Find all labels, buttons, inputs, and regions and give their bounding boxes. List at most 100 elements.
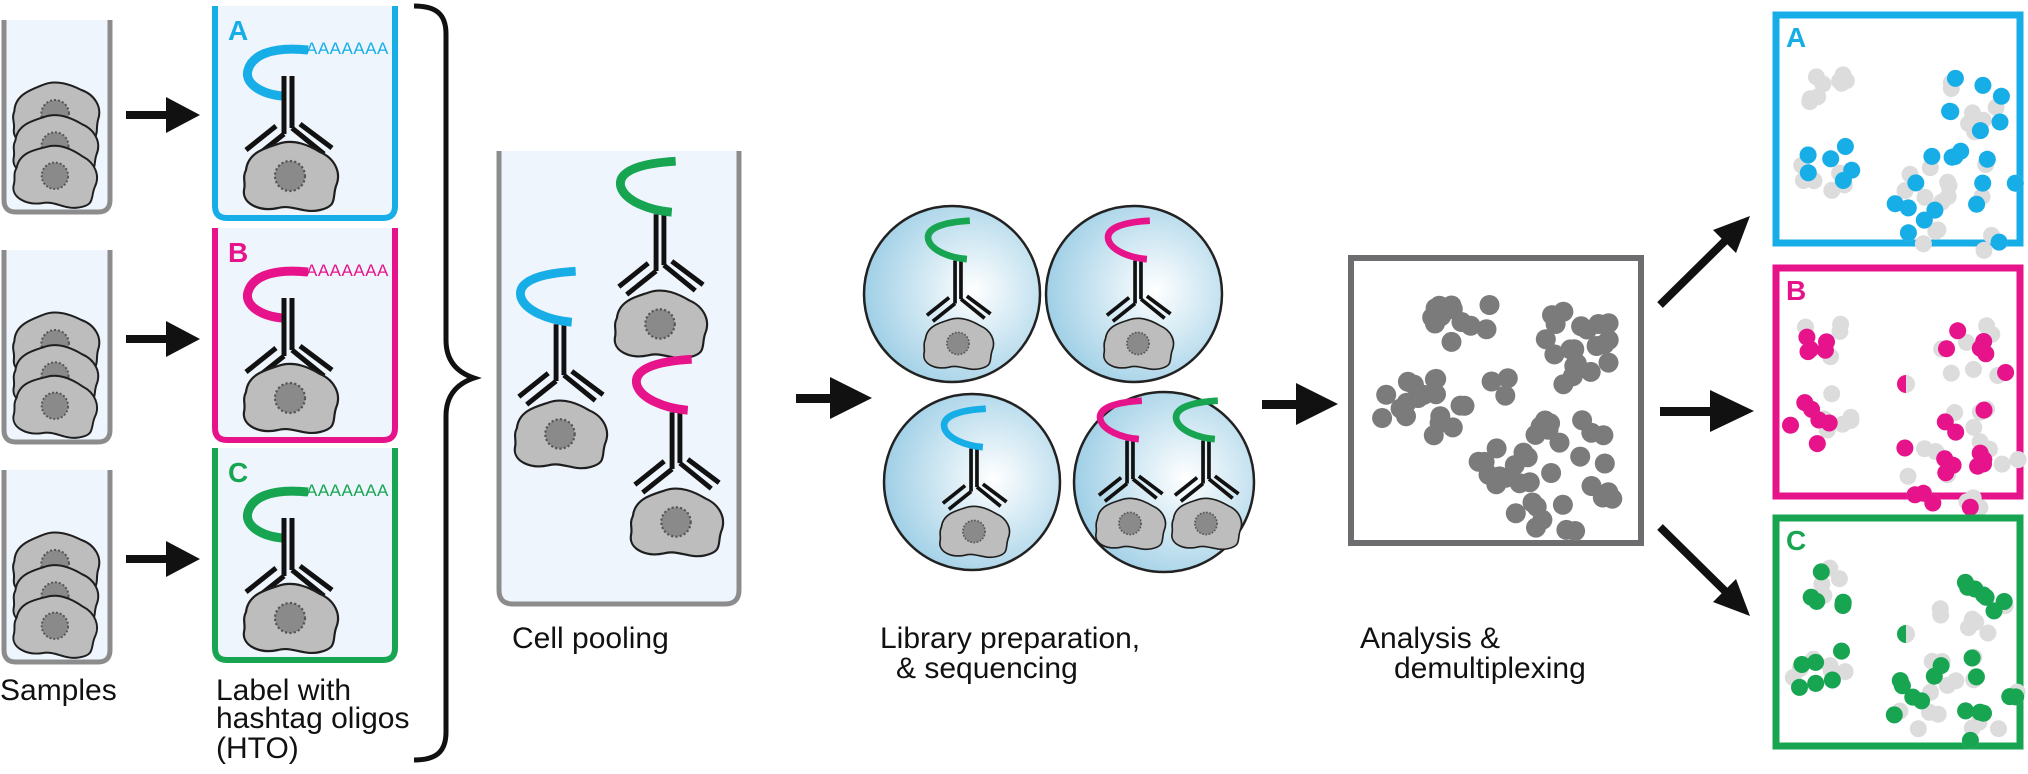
label-step-line2: hashtag oligos [216,702,409,735]
cell-dot [1929,221,1947,239]
result-panel-a: A [1772,11,2024,259]
cell-dot [1836,663,1854,681]
labeled-cell [513,266,609,470]
highlighted-cell-dot [1974,174,1992,192]
arrow-to-result-c-icon [1657,524,1750,616]
cell-dot [1914,235,1932,253]
highlighted-cell-dot [1974,76,1992,94]
arrow-right-icon [126,541,200,577]
samples-label: Samples [0,674,117,707]
highlighted-cell-dot [1995,593,2013,610]
cell-dot [1965,360,1982,378]
cell-dot [1842,408,1860,426]
highlighted-cell-dot [1971,339,1989,357]
highlighted-cell-dot [1947,423,1965,441]
cell-dot [1376,384,1397,405]
highlighted-cell-dot [1812,563,1830,581]
cell-dot [1526,496,1547,517]
cell-dot [1963,610,1981,628]
highlighted-cell-dot [1946,148,1964,165]
label-step-line3: (HTO) [216,732,299,765]
cell-dot [1958,333,1975,351]
droplet-icon [882,392,1062,572]
cell-dot [1429,413,1450,433]
cell-dot [1594,453,1615,474]
labeled-cell [613,156,709,360]
result-panel-c: C [1772,514,2026,750]
hto-letter: A [228,15,248,46]
highlighted-cell-dot [1893,677,1911,695]
labeled-cell [629,354,725,558]
highlighted-cell-dot [1949,322,1967,340]
droplets-group [862,204,1256,574]
cell-dot [1965,418,1983,436]
cell-dot [1586,336,1607,356]
cell-dot [1535,329,1556,350]
droplet-icon [862,204,1042,384]
highlighted-cell-dot [1782,416,1799,434]
highlighted-cell-dot [1818,333,1835,351]
cell-dot [1832,315,1850,333]
cell-dot [1562,366,1583,387]
highlighted-cell-dot [1799,146,1817,164]
cell-dot [1481,371,1502,392]
cell-dot [1598,352,1619,373]
cell-dot [1990,720,2007,738]
highlighted-cell-dot [1899,199,1917,217]
hto-labeled-tube-c: C AAAAAAA [212,448,398,663]
highlighted-cell-dot [1925,667,1943,685]
cell-dot [1497,368,1518,389]
highlighted-cell-dot [1793,656,1811,673]
highlighted-cell-dot [1944,456,1962,474]
sample-tube [1,20,113,215]
highlighted-cell-dot [1942,103,1960,121]
highlighted-cell-dot [1975,401,1993,419]
highlighted-cell-dot [2001,688,2019,706]
library-label-line1: Library preparation, [880,622,1140,655]
highlighted-cell-dot [1971,122,1989,140]
highlighted-cell-dot [1978,150,1996,168]
cell-dot [1565,521,1586,541]
cell-dot [1813,575,1831,593]
analysis-plot [1348,255,1644,546]
highlighted-cell-dot [1810,411,1828,429]
cell-dot [1441,295,1462,316]
cell-dot [1525,424,1546,445]
cell-dot [1424,369,1445,390]
highlighted-cell-dot [1843,161,1861,179]
cell-dot [1451,312,1472,332]
highlighted-cell-dot [1997,364,2015,381]
arrow-to-result-a-icon [1657,216,1750,308]
hashtag-oligo-icon [940,405,987,451]
result-panel-b: B [1772,264,2027,516]
cell-dot [1504,455,1525,476]
doublet-dot [1897,375,1906,393]
highlighted-cell-dot [1791,678,1808,696]
highlighted-cell-dot [1968,195,1986,213]
highlighted-cell-dot [1961,498,1979,516]
highlighted-cell-dot [1969,457,1987,475]
hashtag-oligo-icon [924,217,971,263]
cell-dot [1947,672,1965,690]
cell-dot [1834,66,1852,84]
highlighted-cell-dot [1975,704,1992,722]
highlighted-cell-dot [1822,150,1840,168]
cell-dot [1939,173,1957,191]
highlighted-cell-dot [1834,593,1852,611]
poly-a-tail: AAAAAAA [306,261,389,280]
highlighted-cell-dot [1992,87,2010,105]
result-letter: B [1786,275,1806,306]
cell-dot [1505,503,1526,524]
hto-labeled-tube-b: B AAAAAAA [212,228,398,443]
highlighted-cell-dot [1807,653,1825,671]
cell-dot [1544,344,1565,365]
cell-dot [1932,606,1950,624]
highlighted-cell-dot [1836,138,1854,155]
cell-dot [1450,395,1471,416]
cell-dot [1942,364,1960,382]
hto-letter: C [228,457,248,488]
highlighted-cell-dot [1957,702,1975,720]
highlighted-cell-dot [1885,706,1903,724]
cell-dot [1396,392,1417,413]
